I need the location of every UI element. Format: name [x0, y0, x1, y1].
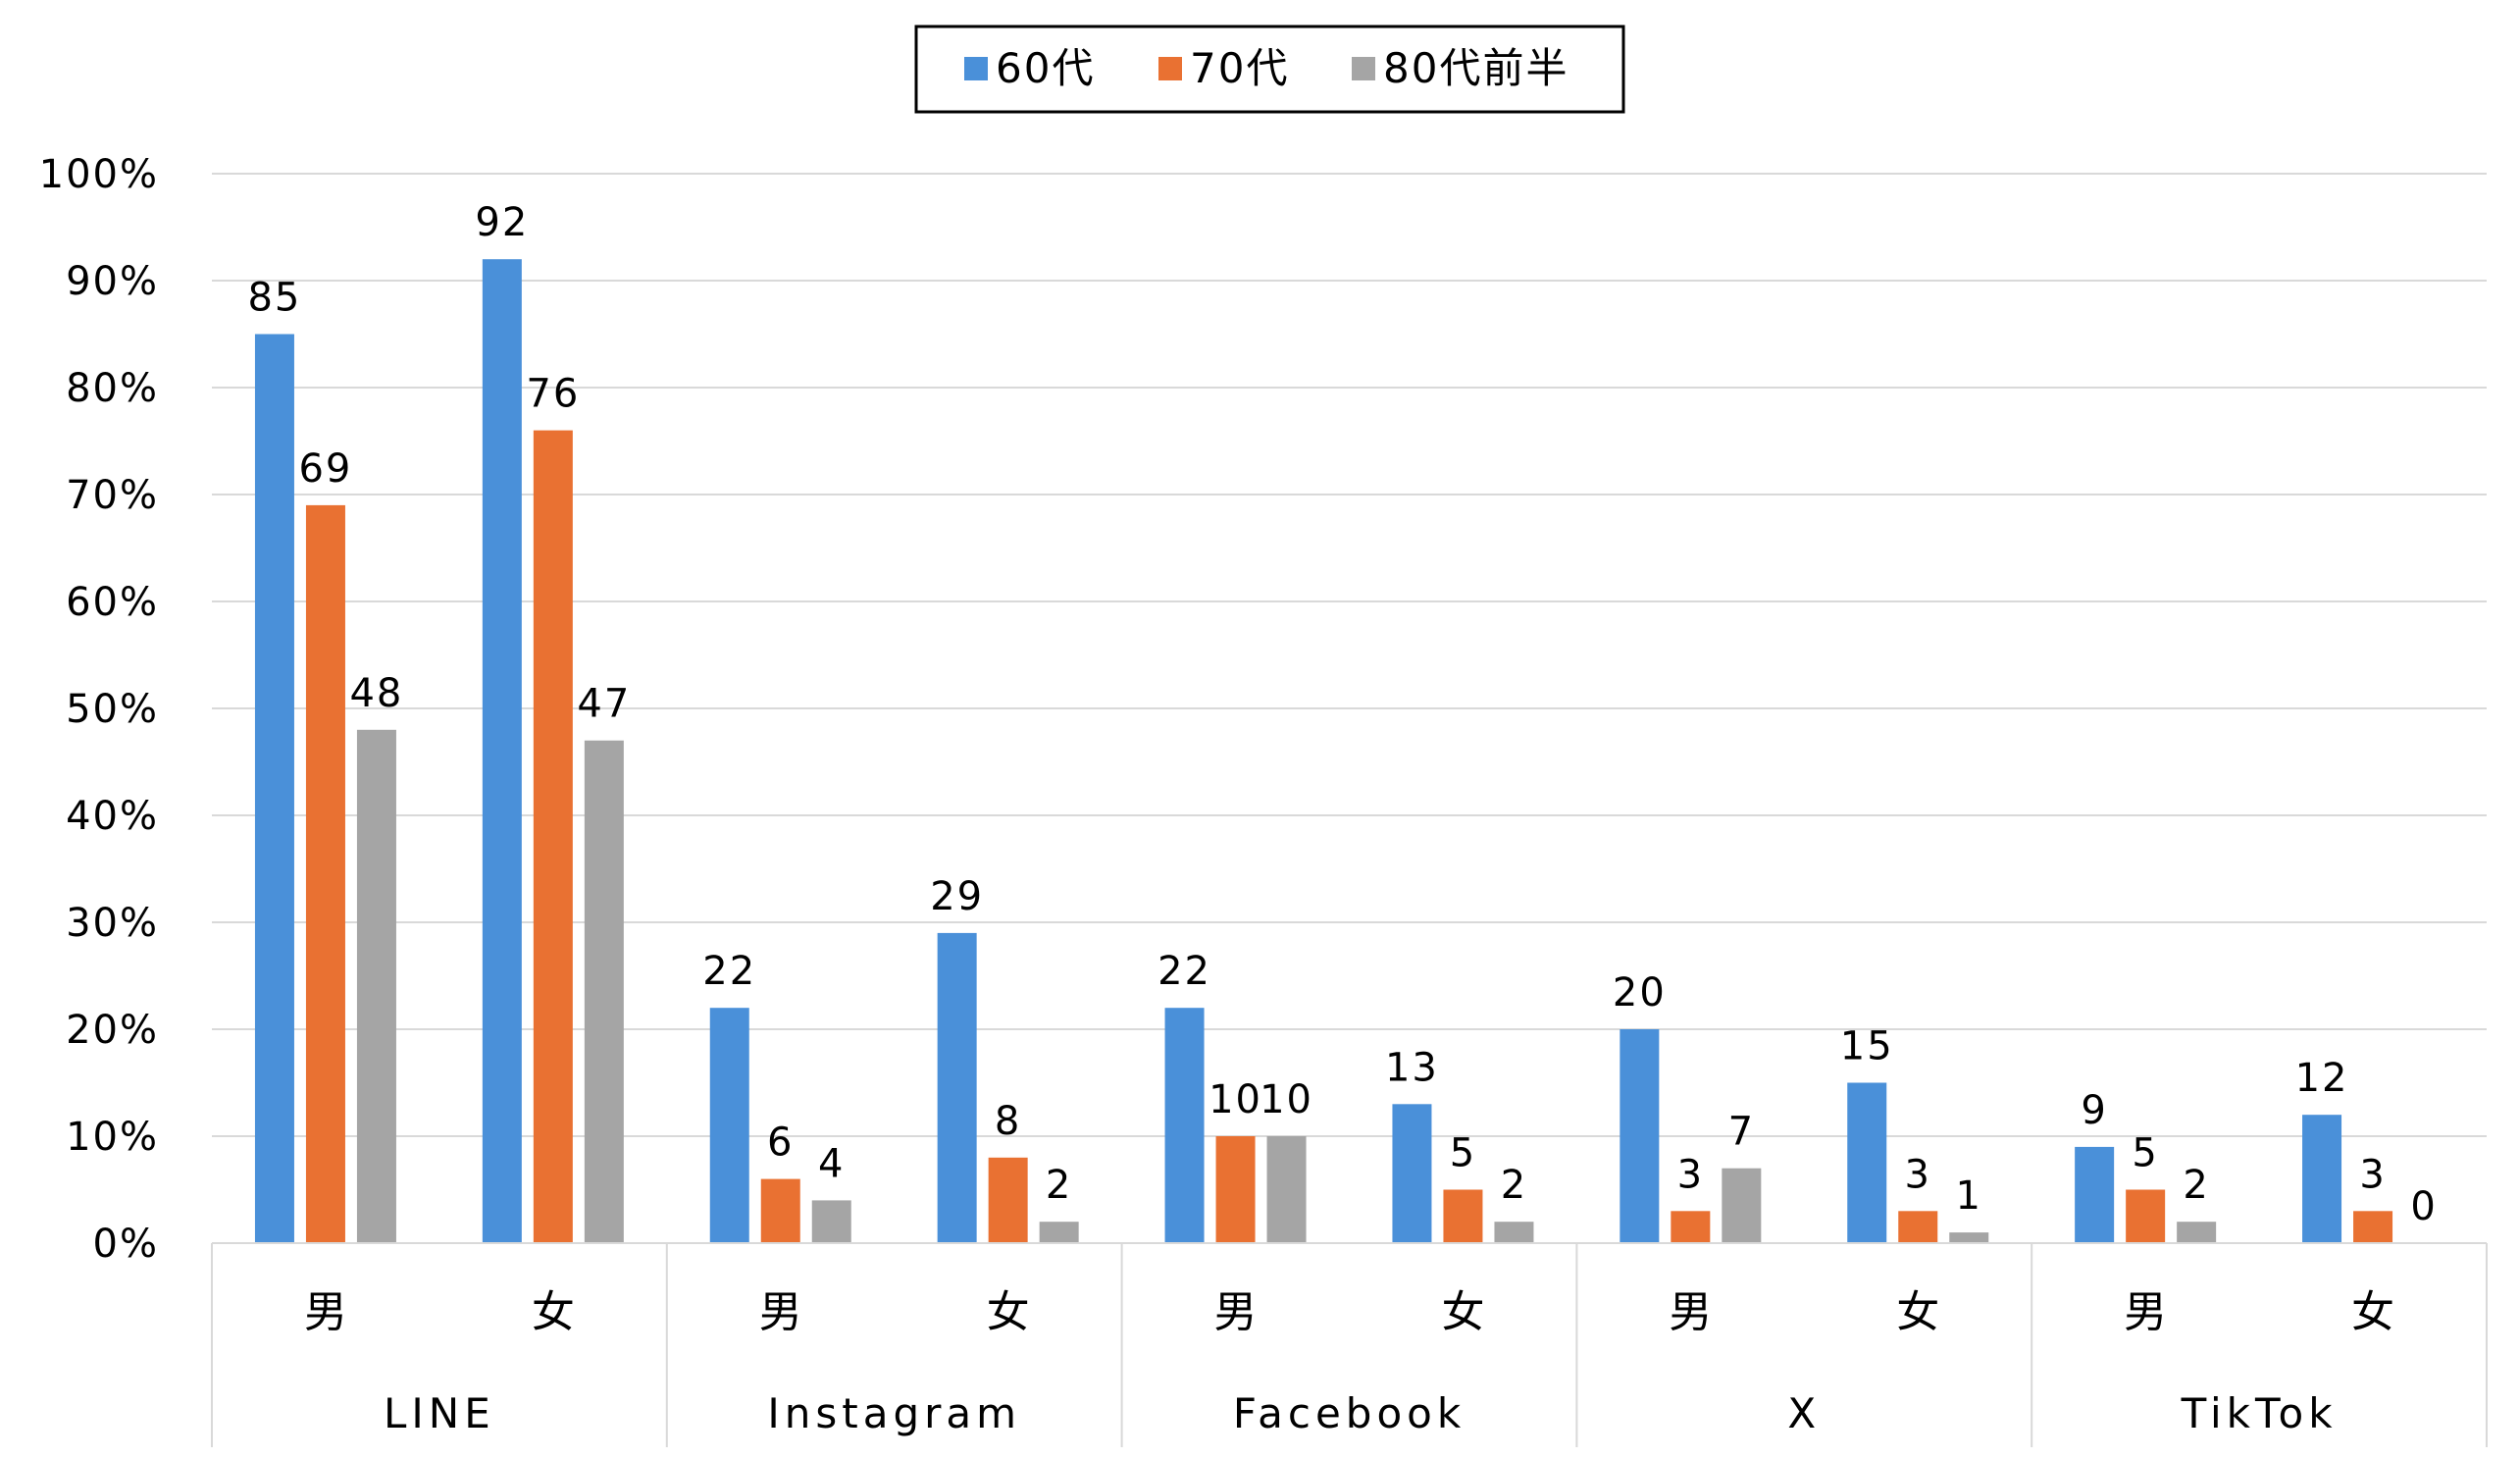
data-label: 22 [702, 949, 756, 994]
bar [2126, 1189, 2166, 1243]
x-category-label: 女 [1896, 1287, 1939, 1337]
data-label: 12 [2295, 1056, 2349, 1101]
data-label: 48 [349, 671, 403, 716]
bar [1847, 1082, 1887, 1243]
x-category-label: 男 [1214, 1287, 1258, 1337]
bar [988, 1157, 1028, 1243]
data-label: 10 [1209, 1077, 1262, 1122]
bar [1949, 1232, 1989, 1243]
data-label: 3 [1905, 1152, 1931, 1197]
data-label: 3 [2359, 1152, 2386, 1197]
legend-box [914, 25, 1625, 114]
bar [1494, 1222, 1534, 1243]
x-category-label: 女 [987, 1287, 1030, 1337]
data-label: 10 [1260, 1077, 1313, 1122]
y-tick-label: 20% [66, 1008, 159, 1053]
legend-swatch [964, 57, 988, 80]
legend: 60代 70代 80代前半 [914, 25, 1625, 114]
y-tick-label: 80% [66, 366, 159, 411]
bar [1898, 1211, 1938, 1243]
x-group-label: X [1787, 1389, 1821, 1437]
bar [2075, 1146, 2115, 1243]
data-label: 76 [526, 372, 580, 417]
data-label: 85 [247, 276, 301, 321]
bar [1215, 1136, 1256, 1243]
legend-label: 60代 [996, 44, 1095, 92]
bar [1620, 1029, 1660, 1243]
data-label: 20 [1613, 970, 1667, 1016]
bar [533, 430, 573, 1244]
y-tick-label: 50% [66, 687, 159, 732]
y-tick-label: 30% [66, 901, 159, 946]
legend-label: 80代前半 [1383, 44, 1569, 92]
y-tick-label: 100% [39, 152, 159, 197]
x-category-label: 女 [2351, 1287, 2394, 1337]
bar [356, 729, 396, 1243]
bar [1392, 1104, 1432, 1243]
data-label: 4 [818, 1141, 845, 1186]
data-label: 5 [2132, 1131, 2158, 1176]
data-label: 6 [767, 1120, 794, 1166]
y-tick-label: 10% [66, 1115, 159, 1160]
data-label: 69 [298, 446, 352, 492]
x-category-label: 男 [304, 1287, 347, 1337]
y-tick-label: 40% [66, 794, 159, 839]
bar [709, 1008, 749, 1243]
bar [1671, 1211, 1711, 1243]
y-tick-label: 0% [93, 1222, 159, 1267]
bar [2353, 1211, 2393, 1243]
bar [1722, 1168, 1762, 1243]
x-group-label: TikTok [2181, 1389, 2338, 1437]
bar [2177, 1222, 2217, 1243]
data-label: 5 [1450, 1131, 1476, 1176]
bar [1443, 1189, 1483, 1243]
bar [254, 334, 294, 1243]
data-label: 7 [1728, 1110, 1755, 1155]
x-category-label: 男 [2124, 1287, 2167, 1337]
data-label: 47 [577, 682, 631, 727]
data-label: 15 [1840, 1024, 1894, 1069]
bar [937, 932, 977, 1243]
bar [760, 1178, 800, 1243]
bar [482, 259, 522, 1243]
bar [1266, 1136, 1307, 1243]
data-label: 1 [1956, 1173, 1982, 1219]
data-label: 2 [1046, 1163, 1072, 1208]
data-label: 92 [475, 200, 529, 245]
y-axis-tick-labels: 0% 10% 20% 30% 40% 50% 60% 70% 80% 90% 100% [39, 152, 159, 1267]
legend-label: 70代 [1190, 44, 1289, 92]
y-tick-label: 90% [66, 259, 159, 304]
bar [584, 740, 624, 1243]
data-label: 2 [1501, 1163, 1527, 1208]
x-category-label: 男 [759, 1287, 802, 1337]
x-group-label: Facebook [1233, 1389, 1466, 1437]
x-category-label: 男 [1669, 1287, 1712, 1337]
bar [811, 1200, 851, 1243]
legend-swatch [1158, 57, 1182, 80]
bars [254, 259, 2393, 1244]
bar [2302, 1115, 2342, 1243]
data-label: 29 [930, 874, 984, 919]
data-label: 3 [1677, 1152, 1704, 1197]
data-label: 13 [1385, 1045, 1439, 1090]
y-tick-label: 70% [66, 473, 159, 518]
bar [305, 504, 345, 1243]
bar [1039, 1222, 1079, 1243]
legend-swatch [1352, 57, 1375, 80]
data-label: 0 [2410, 1184, 2437, 1229]
data-label: 2 [2183, 1163, 2209, 1208]
x-category-label: 女 [532, 1287, 575, 1337]
data-label: 22 [1157, 949, 1211, 994]
x-group-label: LINE [384, 1389, 495, 1437]
x-category-label: 女 [1441, 1287, 1484, 1337]
y-tick-label: 60% [66, 580, 159, 625]
bar [1164, 1008, 1205, 1243]
data-label: 8 [995, 1099, 1021, 1144]
x-axis: 男 女 男 女 男 女 男 女 男 女 LINE Instagram Facebook X TikTok [211, 1242, 2488, 1447]
x-group-label: Instagram [767, 1389, 1021, 1437]
data-label: 9 [2081, 1088, 2107, 1133]
